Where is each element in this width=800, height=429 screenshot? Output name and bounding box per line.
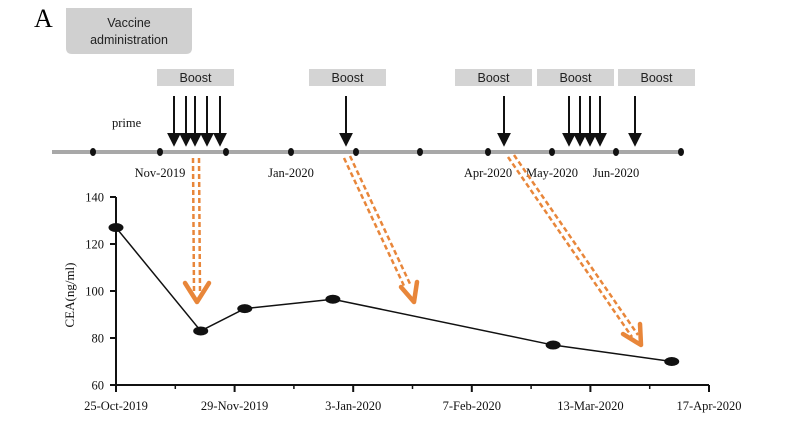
timeline-label-nov-2019: Nov-2019	[135, 166, 186, 180]
timeline-dot	[678, 148, 684, 156]
timeline-dot	[417, 148, 423, 156]
x-tick-label: 7-Feb-2020	[443, 399, 501, 413]
connector-arrowhead-2	[398, 279, 420, 305]
boost-box-5	[618, 69, 695, 86]
boost-label-3: Boost	[478, 71, 510, 85]
data-point	[545, 340, 561, 350]
connector-arrows	[191, 154, 640, 338]
y-ticks: 60 80 100 120 140	[85, 191, 116, 393]
connector-arrow-2b	[348, 155, 413, 287]
connector-arrow-3a	[506, 156, 634, 338]
boost-label-1: Boost	[180, 71, 212, 85]
timeline-dots	[90, 148, 684, 156]
connector-arrow-3b	[512, 154, 640, 336]
y-tick-label: 140	[85, 191, 104, 205]
x-tick-label: 25-Oct-2019	[84, 399, 148, 413]
data-point	[237, 304, 253, 314]
boost-box-1	[157, 69, 234, 86]
timeline-dot	[613, 148, 619, 156]
timeline-dot	[353, 148, 359, 156]
vaccine-box-line2: administration	[90, 33, 168, 47]
boost-label-4: Boost	[560, 71, 592, 85]
boost-boxes: Boost Boost Boost Boost Boost	[157, 69, 695, 86]
x-ticks: 25-Oct-2019 29-Nov-2019 3-Jan-2020 7-Feb-20…	[84, 385, 742, 413]
injection-arrows	[167, 96, 642, 147]
x-tick-label: 13-Mar-2020	[557, 399, 623, 413]
timeline-label-apr-2020: Apr-2020	[464, 166, 512, 180]
timeline-dot	[485, 148, 491, 156]
connector-arrowhead-1	[182, 280, 212, 305]
boost-label-5: Boost	[641, 71, 673, 85]
vaccine-box-line1: Vaccine	[107, 16, 151, 30]
x-tick-label: 17-Apr-2020	[676, 399, 741, 413]
x-tick-label: 3-Jan-2020	[325, 399, 381, 413]
connector-arrow-2a	[342, 157, 407, 289]
data-point	[108, 223, 124, 233]
data-point	[664, 357, 680, 366]
timeline-label-jun-2020: Jun-2020	[593, 166, 640, 180]
boost-box-2	[309, 69, 386, 86]
x-tick-label: 29-Nov-2019	[201, 399, 268, 413]
y-axis-title: CEA(ng/ml)	[62, 263, 77, 328]
timeline-dot	[549, 148, 555, 156]
timeline-dot	[157, 148, 163, 156]
prime-label: prime	[112, 116, 142, 130]
boost-label-2: Boost	[332, 71, 364, 85]
vaccine-administration-box: Vaccine administration	[66, 8, 192, 54]
data-point	[193, 326, 209, 336]
timeline-label-may-2020: May-2020	[526, 166, 578, 180]
y-tick-label: 80	[92, 332, 105, 346]
y-tick-label: 60	[92, 379, 105, 393]
data-point	[325, 294, 341, 304]
series-line-cea	[115, 227, 672, 363]
connector-arrow-1a	[191, 157, 196, 293]
panel-label: A	[34, 4, 53, 33]
connector-arrowheads	[182, 279, 644, 348]
boost-box-3	[455, 69, 532, 86]
timeline-dot	[223, 148, 229, 156]
timeline-dot	[288, 148, 294, 156]
timeline-labels: Nov-2019 Jan-2020 Apr-2020 May-2020 Jun-…	[135, 166, 640, 180]
cea-series	[108, 223, 680, 366]
timeline-label-jan-2020: Jan-2020	[268, 166, 314, 180]
boost-box-4	[537, 69, 614, 86]
y-tick-label: 120	[85, 238, 104, 252]
connector-arrowhead-3	[620, 321, 644, 348]
y-tick-label: 100	[85, 285, 104, 299]
timeline-dot	[90, 148, 96, 156]
connector-arrow-1b	[197, 157, 202, 293]
